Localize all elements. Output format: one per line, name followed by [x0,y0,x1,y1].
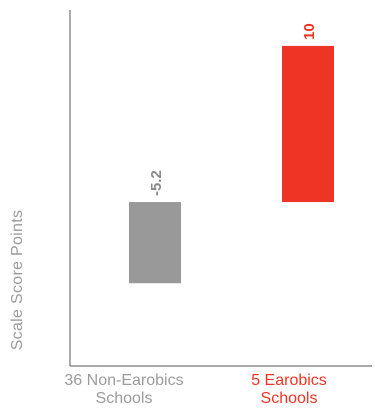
y-axis-label: Scale Score Points [9,209,26,351]
data-label-1: -5.2 [148,170,165,196]
category-label-non-earobics: 36 Non-Earobics Schools [64,372,184,407]
category-label-earobics: 5 Earobics Schools [251,372,327,407]
data-label-2: 10 [301,23,318,40]
bar-1 [129,202,181,284]
bar-2 [282,45,334,203]
